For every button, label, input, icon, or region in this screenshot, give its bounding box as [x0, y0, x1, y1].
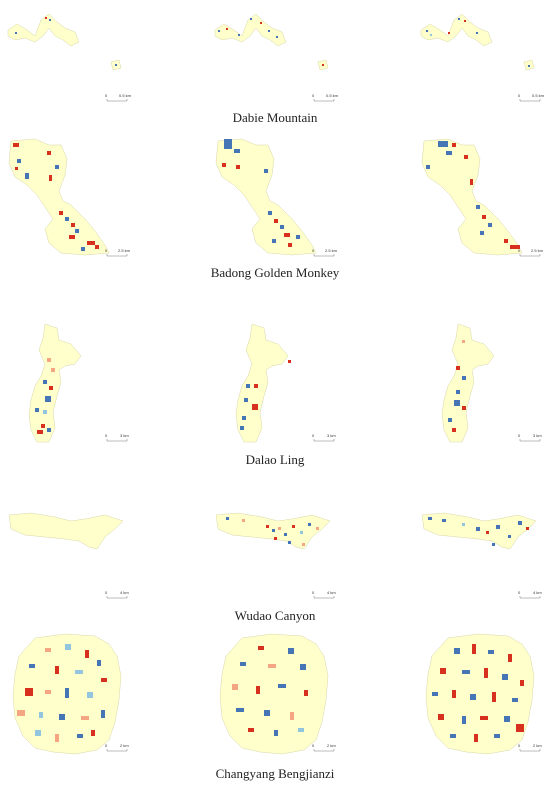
- svg-text:0: 0: [105, 590, 108, 595]
- svg-text:0: 0: [105, 93, 108, 98]
- map-panel-2: 0 3 km: [212, 320, 337, 448]
- reserve-map: 0 0.5 km: [7, 13, 132, 102]
- map-panel-2: 0 2 km: [212, 630, 337, 758]
- reserve-outline: [7, 13, 80, 47]
- row-dabie-mountain: 0 0.5 km 0 0.5 km: [0, 0, 550, 125]
- map-panel-2: 0 2.5 km: [212, 135, 338, 263]
- svg-text:2 km: 2 km: [327, 743, 336, 748]
- svg-text:3 km: 3 km: [120, 433, 129, 438]
- svg-text:0.5 km: 0.5 km: [326, 93, 339, 98]
- caption-dalao-ling: Dalao Ling: [245, 452, 305, 467]
- map-panel-3: 0 0.5 km: [418, 10, 545, 110]
- svg-text:0: 0: [518, 743, 521, 748]
- svg-text:0: 0: [105, 743, 108, 748]
- map-panel-3: 0 2.5 km: [418, 135, 544, 263]
- svg-text:4 km: 4 km: [533, 590, 542, 595]
- hotspot-cells: [15, 17, 117, 66]
- svg-text:0: 0: [518, 248, 521, 253]
- row-wudao-canyon: 0 4 km: [0, 505, 550, 625]
- map-panel-2: 0 4 km: [212, 505, 337, 605]
- map-panel-3: 0 3 km: [418, 320, 543, 448]
- map-panel-1: 0 2 km: [5, 630, 130, 758]
- svg-text:0: 0: [518, 433, 521, 438]
- svg-text:0: 0: [518, 590, 521, 595]
- map-panel-1: 0 0.5 km: [5, 10, 132, 110]
- svg-text:4 km: 4 km: [120, 590, 129, 595]
- svg-text:0: 0: [312, 743, 315, 748]
- caption-badong-golden-monkey: Badong Golden Monkey: [210, 265, 340, 280]
- svg-text:0: 0: [105, 433, 108, 438]
- row-changyang-bengjianzi: 0 2 km: [0, 630, 550, 785]
- caption-changyang-bengjianzi: Changyang Bengjianzi: [215, 766, 335, 781]
- map-panel-3: 0 2 km: [418, 630, 543, 758]
- svg-text:0: 0: [312, 433, 315, 438]
- svg-text:3 km: 3 km: [533, 433, 542, 438]
- svg-text:2.5 km: 2.5 km: [531, 248, 544, 253]
- map-panel-2: 0 0.5 km: [212, 10, 339, 110]
- svg-text:2 km: 2 km: [533, 743, 542, 748]
- svg-text:0: 0: [105, 248, 108, 253]
- scale-bar: 0 0.5 km: [105, 93, 132, 102]
- svg-text:0.5 km: 0.5 km: [532, 93, 545, 98]
- map-panel-1: 0 4 km: [5, 505, 130, 605]
- map-panel-1: 0 3 km: [5, 320, 130, 448]
- svg-text:0: 0: [312, 590, 315, 595]
- row-badong-golden-monkey: 0 2.5 km: [0, 135, 550, 285]
- svg-text:3 km: 3 km: [327, 433, 336, 438]
- svg-text:0: 0: [312, 248, 315, 253]
- svg-text:0: 0: [312, 93, 315, 98]
- svg-text:0: 0: [518, 93, 521, 98]
- svg-text:2 km: 2 km: [120, 743, 129, 748]
- caption-dabie-mountain: Dabie Mountain: [232, 110, 318, 125]
- caption-wudao-canyon: Wudao Canyon: [234, 608, 316, 623]
- svg-text:4 km: 4 km: [327, 590, 336, 595]
- svg-text:2.5 km: 2.5 km: [325, 248, 338, 253]
- map-panel-3: 0 4 km: [418, 505, 543, 605]
- svg-text:0.5 km: 0.5 km: [119, 93, 132, 98]
- svg-text:2.5 km: 2.5 km: [118, 248, 131, 253]
- row-dalao-ling: 0 3 km 0 3 km: [0, 320, 550, 470]
- map-panel-1: 0 2.5 km: [5, 135, 131, 263]
